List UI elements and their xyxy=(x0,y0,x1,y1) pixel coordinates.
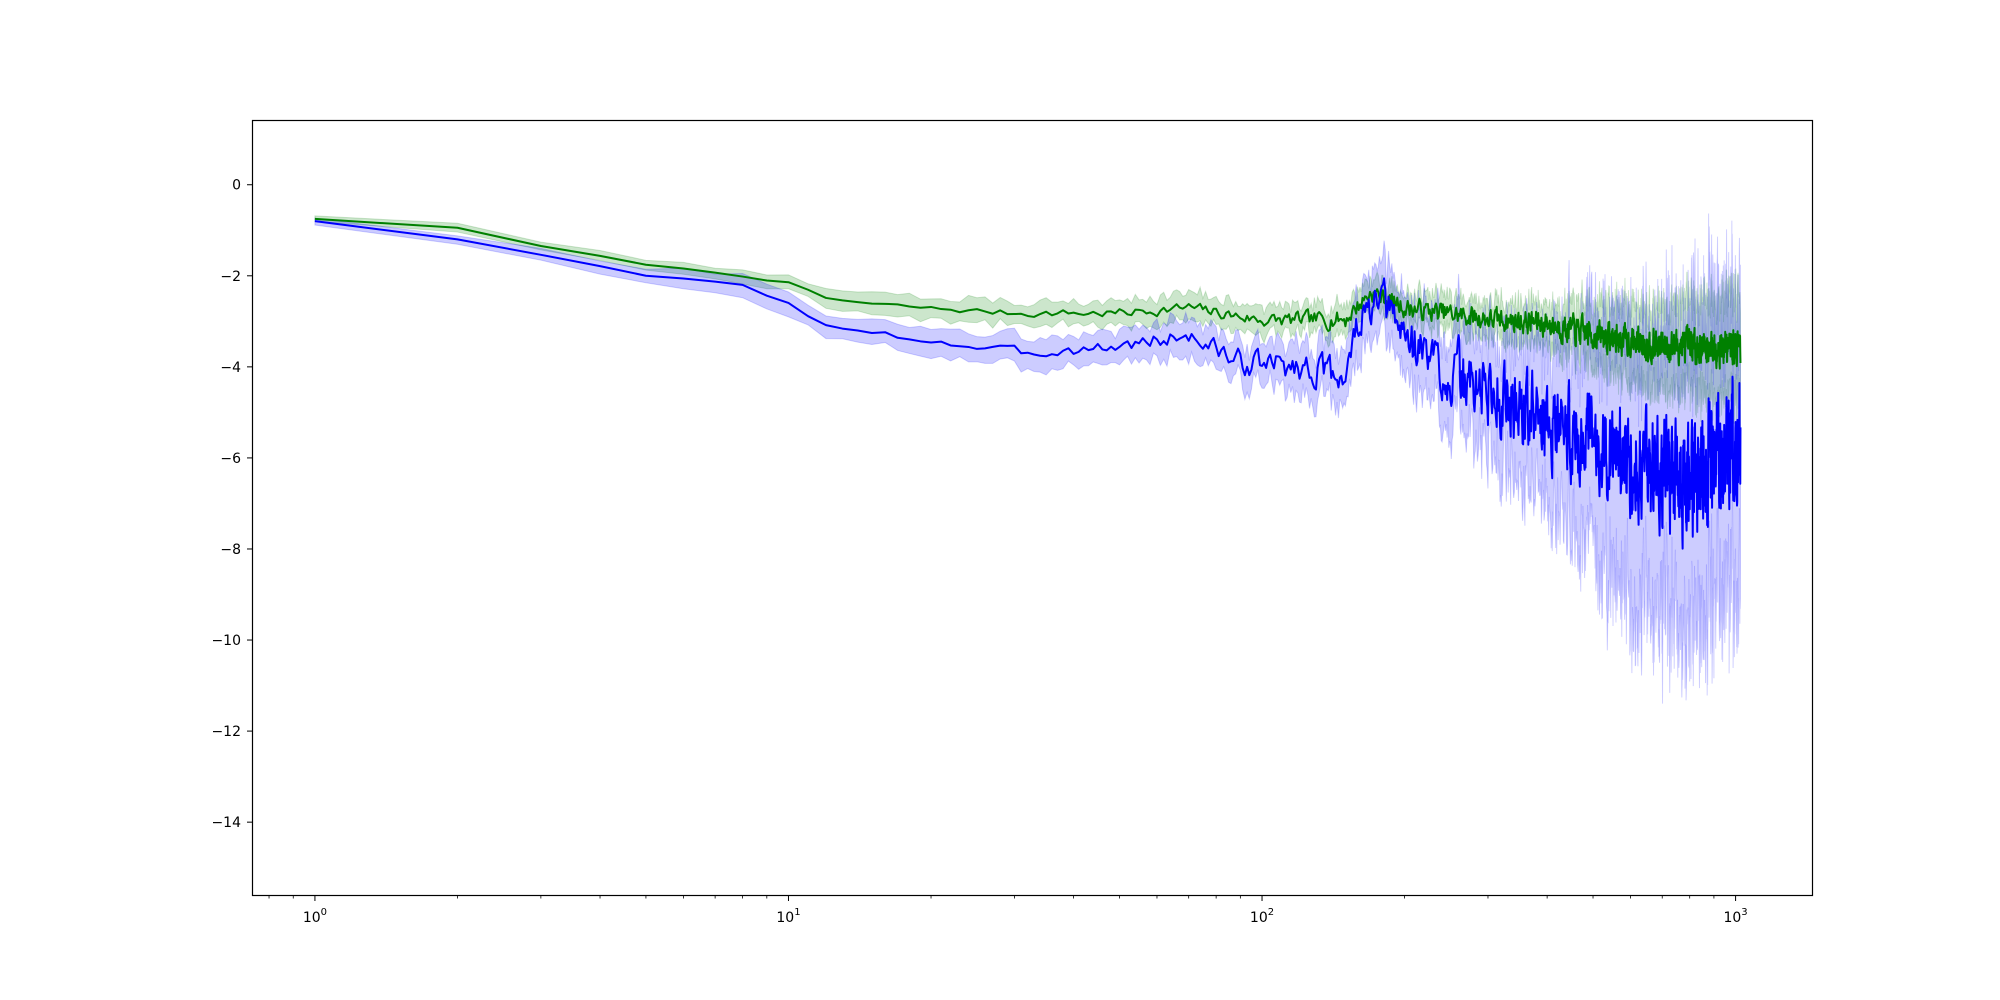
y-tick-label: −4 xyxy=(220,360,241,376)
y-tick-label: −10 xyxy=(211,633,241,649)
y-tick-label: −6 xyxy=(220,451,241,467)
y-tick-label: −14 xyxy=(211,815,241,831)
y-tick-label: −8 xyxy=(220,542,241,558)
plot-frame xyxy=(251,119,1814,897)
series-lines xyxy=(314,217,1742,550)
y-tick-label: −12 xyxy=(211,724,241,740)
line-series-0 xyxy=(314,217,1742,370)
y-tick-label: 0 xyxy=(232,178,241,194)
y-axis-ticks: 0 −2 −4 −6 −8 −10 −12 −14 xyxy=(211,178,253,831)
line-series-1 xyxy=(314,220,1742,550)
y-tick-label: −2 xyxy=(220,269,241,285)
